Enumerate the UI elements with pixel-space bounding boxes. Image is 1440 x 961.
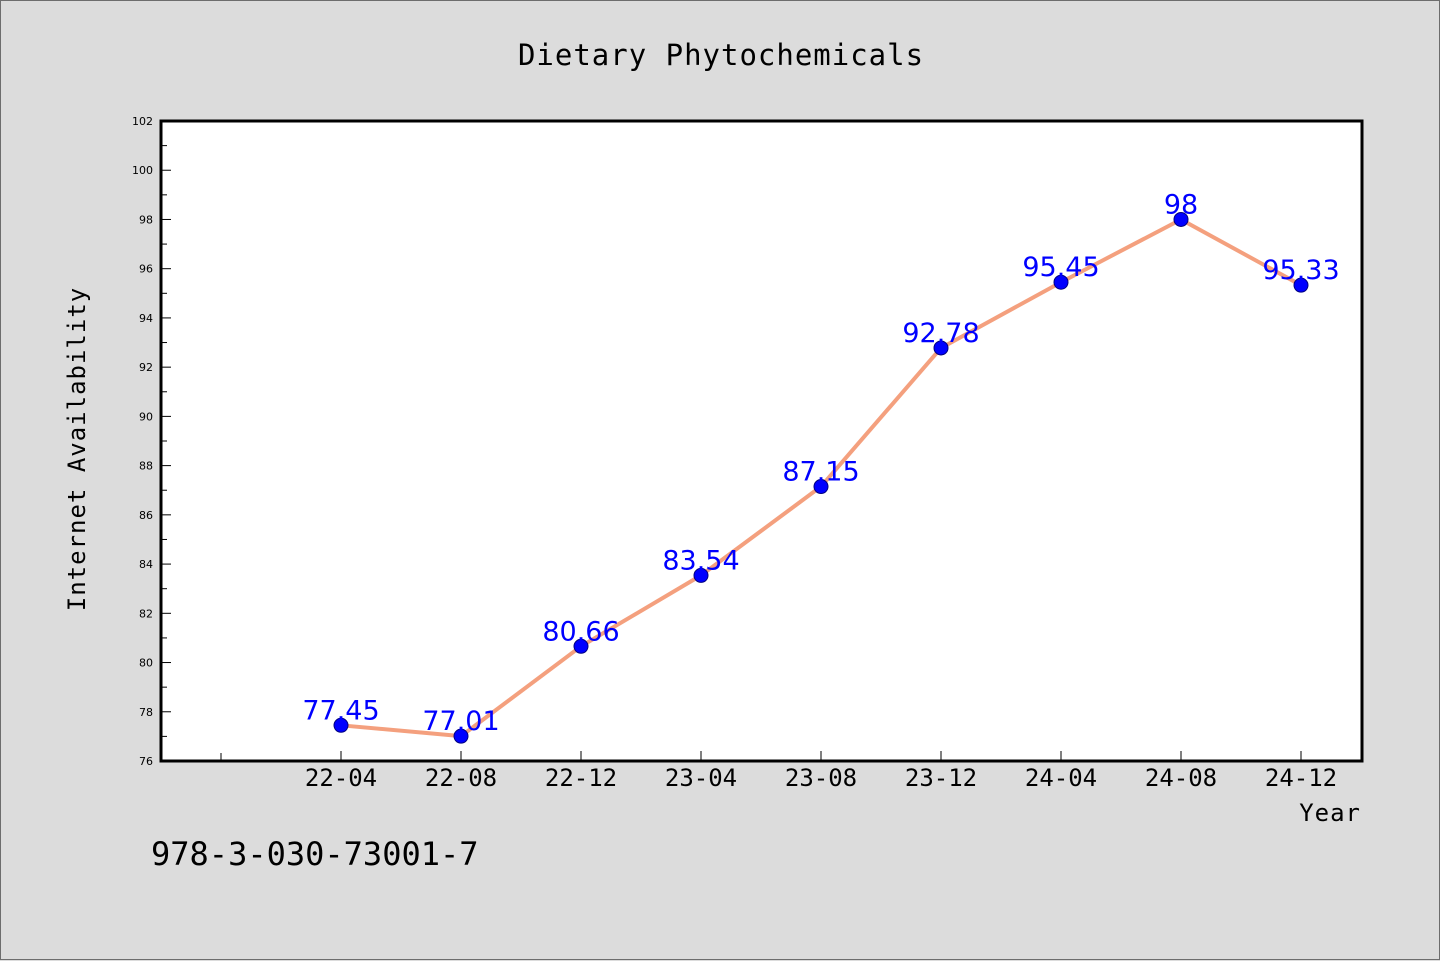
y-axis-title: Internet Availability xyxy=(63,287,91,611)
x-axis-title: Year xyxy=(1299,799,1361,827)
data-point xyxy=(573,638,589,654)
y-tick-label: 98 xyxy=(139,213,153,226)
data-label: 77.01 xyxy=(422,706,499,737)
series-group: 77.45 77.01 80.66 83.54 87.15 92.78 95.45 98 95.… xyxy=(302,189,1340,744)
x-tick-label: 24-04 xyxy=(1025,764,1097,792)
data-point xyxy=(333,717,349,733)
y-tick-label: 76 xyxy=(139,755,153,768)
y-tick-label: 96 xyxy=(139,263,153,276)
y-tick-label: 92 xyxy=(139,361,153,374)
data-point xyxy=(933,340,949,356)
y-tick-label: 82 xyxy=(139,607,153,620)
data-label: 95.45 xyxy=(1022,252,1099,283)
y-tick-label: 100 xyxy=(132,164,153,177)
y-axis: 76 78 80 82 84 86 88 90 92 94 96 98 100 102 xyxy=(132,115,171,768)
x-tick-label: 23-12 xyxy=(905,764,977,792)
x-tick-label: 23-08 xyxy=(785,764,857,792)
data-label: 83.54 xyxy=(662,545,739,576)
x-tick-label: 22-04 xyxy=(305,764,377,792)
y-tick-label: 80 xyxy=(139,657,153,670)
data-point xyxy=(1293,277,1309,293)
x-tick-label: 22-12 xyxy=(545,764,617,792)
x-tick-label: 24-08 xyxy=(1145,764,1217,792)
data-label: 80.66 xyxy=(542,616,619,647)
data-label: 87.15 xyxy=(782,457,859,488)
chart-title: Dietary Phytochemicals xyxy=(518,38,924,72)
y-tick-label: 94 xyxy=(139,312,153,325)
x-tick-label: 24-12 xyxy=(1265,764,1337,792)
y-tick-label: 88 xyxy=(139,460,153,473)
x-axis: 22-04 22-08 22-12 23-04 23-08 23-12 24-04 24-08… xyxy=(220,751,1337,792)
x-tick-label: 23-04 xyxy=(665,764,737,792)
y-tick-label: 78 xyxy=(139,706,153,719)
data-label: 98 xyxy=(1164,189,1198,220)
data-point xyxy=(693,567,709,583)
y-tick-label: 84 xyxy=(139,558,153,571)
y-tick-label: 86 xyxy=(139,509,153,522)
data-point xyxy=(1173,211,1189,227)
data-point xyxy=(813,479,829,495)
data-label: 77.45 xyxy=(302,695,379,726)
data-label: 92.78 xyxy=(902,318,979,349)
data-point xyxy=(453,728,469,744)
y-tick-label: 102 xyxy=(132,115,153,128)
footer-isbn: 978-3-030-73001-7 xyxy=(151,835,479,873)
data-label: 95.33 xyxy=(1262,255,1339,286)
data-point xyxy=(1053,274,1069,290)
y-tick-label: 90 xyxy=(139,410,153,423)
x-tick-label: 22-08 xyxy=(425,764,497,792)
